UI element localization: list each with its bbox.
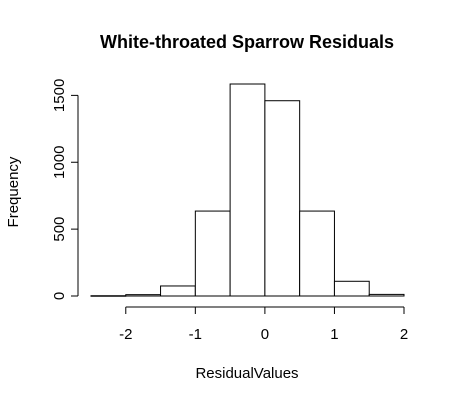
y-tick-label: 500	[51, 217, 68, 242]
histogram-bar	[125, 294, 162, 297]
x-axis-label: ResidualValues	[195, 365, 298, 382]
x-axis: -2 -1 0 1 2	[119, 306, 408, 343]
bars-group	[90, 83, 405, 297]
histogram-bar	[90, 295, 127, 297]
x-tick-label: -1	[189, 326, 202, 343]
y-tick-label: 0	[51, 292, 68, 300]
y-axis: 0 500 1000 1500	[51, 79, 79, 300]
y-axis-label: Frequency	[5, 156, 22, 227]
x-tick-label: 2	[400, 326, 408, 343]
x-tick-label: 0	[261, 326, 269, 343]
histogram-bar	[368, 293, 405, 297]
y-tick-label: 1000	[51, 146, 68, 179]
histogram-bar	[160, 285, 196, 297]
x-tick-label: -2	[119, 326, 132, 343]
histogram-bar	[194, 210, 231, 297]
chart-title: White-throated Sparrow Residuals	[100, 32, 394, 52]
histogram-bar	[264, 100, 301, 297]
x-tick-label: 1	[330, 326, 338, 343]
histogram-bar	[333, 280, 370, 297]
y-tick-label: 1500	[51, 79, 68, 112]
histogram-bar	[229, 83, 266, 297]
histogram-bar	[299, 210, 335, 297]
